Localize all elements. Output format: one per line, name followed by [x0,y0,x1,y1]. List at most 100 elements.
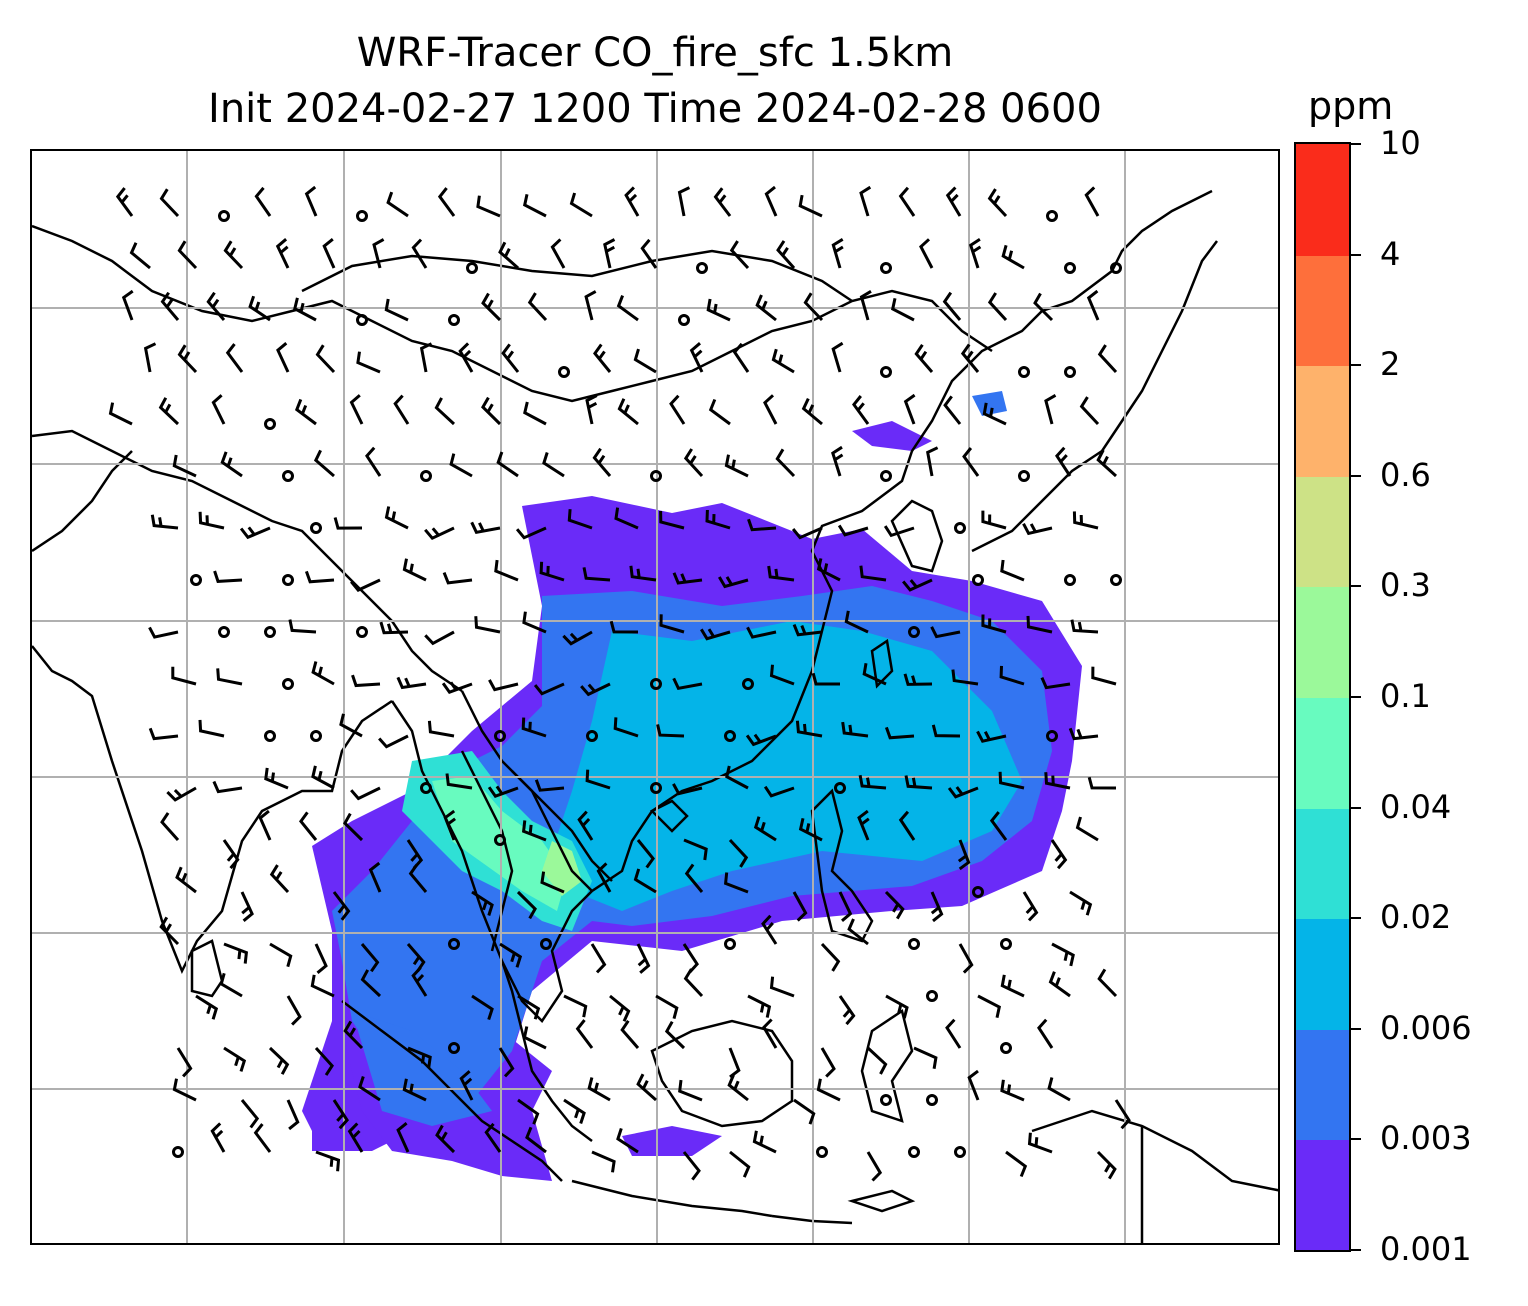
calm-wind-marker [310,730,322,742]
wind-barb [484,1122,502,1153]
wind-barb [1075,816,1099,842]
wind-barb [248,295,271,322]
wind-barb [614,507,639,530]
wind-barb [567,509,593,530]
coastline-philippines [810,788,874,943]
wind-barb [517,994,541,1020]
wind-barb [903,393,916,425]
wind-barb [539,561,565,582]
wind-barb [636,1073,657,1102]
wind-barb [919,238,934,269]
wind-barb [350,786,381,801]
wind-barb [424,526,455,541]
wind-barb [590,943,607,974]
wind-barb [471,890,494,916]
wind-barb [636,943,651,974]
wind-barb [223,942,249,964]
wind-barb [562,630,593,646]
colorbar-tick-label: 0.006 [1380,1008,1472,1047]
wind-barb [1086,289,1100,321]
wind-barb [769,664,795,686]
wind-barb [143,342,157,373]
wind-barb [481,292,502,322]
map-title-line-1: WRF-Tracer CO_fire_sfc 1.5km [356,30,954,76]
wind-barb [269,942,293,968]
wind-barb [311,661,335,686]
wind-barb [459,1070,474,1101]
wind-barb [656,724,685,738]
colorbar-tick [1351,696,1361,698]
wind-barb [115,187,134,217]
wind-barb [172,454,197,478]
wind-barb [517,1098,540,1125]
calm-wind-marker [834,782,846,794]
wind-barb [636,839,655,869]
wind-barb [684,863,704,893]
wind-barb [1047,1077,1071,1102]
calm-wind-marker [650,782,662,794]
colorbar-tick-label: 0.1 [1380,677,1431,715]
coastline-timor [847,1189,916,1213]
wind-barb [659,510,685,530]
coastline-taiwan [870,638,894,689]
wind-barb [1070,619,1099,634]
wind-barb [216,668,243,686]
wind-barb [745,733,777,747]
wind-barb [1068,727,1099,741]
wind-barb [672,783,703,796]
calm-wind-marker [678,314,690,326]
wind-barb [1096,449,1118,478]
border-china-north [32,224,993,403]
calm-wind-marker [742,678,754,690]
wind-barb [852,395,870,425]
coastline-borneo [650,1019,794,1128]
wind-barb [1096,1150,1117,1180]
wind-barb [931,724,961,738]
wind-barb [728,838,749,868]
wind-barb [198,511,225,530]
wind-barb [926,446,939,477]
wind-barb [368,861,382,893]
wind-barb [713,187,732,217]
wind-barb [620,1019,640,1049]
calm-wind-marker [494,834,506,846]
colorbar-tick-label: 0.001 [1380,1230,1472,1268]
wind-barb [820,1047,836,1078]
wind-barb [286,995,302,1026]
wind-barb [332,891,351,921]
wind-barb [664,1020,686,1050]
colorbar-segment [1296,144,1349,256]
wind-barb [522,611,547,634]
coastline-new-guinea [1031,1109,1278,1192]
wind-barb [521,820,547,842]
wind-barb [999,665,1025,686]
wind-barb [474,616,501,634]
wind-barb [516,890,537,920]
wind-barb [1044,772,1071,790]
calm-wind-marker [356,626,368,638]
wind-barb [725,765,749,790]
wind-barb [487,785,519,799]
wind-barb [1055,446,1072,477]
wind-barb [402,1078,427,1102]
wind-barb [762,1018,778,1049]
wind-barb [1000,1079,1025,1102]
wind-barb [239,526,271,540]
calm-wind-marker [1064,262,1076,274]
calm-wind-marker [1000,938,1012,950]
calm-wind-marker [282,470,294,482]
wind-barb [419,342,433,373]
calm-wind-marker [880,366,892,378]
wind-barb [396,1122,410,1153]
border-himalaya [32,429,463,693]
wind-barb [816,1078,841,1102]
co-concentration-field [292,391,1082,1181]
wind-barb [746,626,777,639]
field-level-0.1 [542,841,582,896]
wind-barb [523,401,547,426]
wind-barb [1040,676,1071,690]
wind-barb [177,344,198,374]
wind-barb [470,521,501,534]
colorbar-tick [1351,143,1361,145]
wind-barb [534,779,565,792]
